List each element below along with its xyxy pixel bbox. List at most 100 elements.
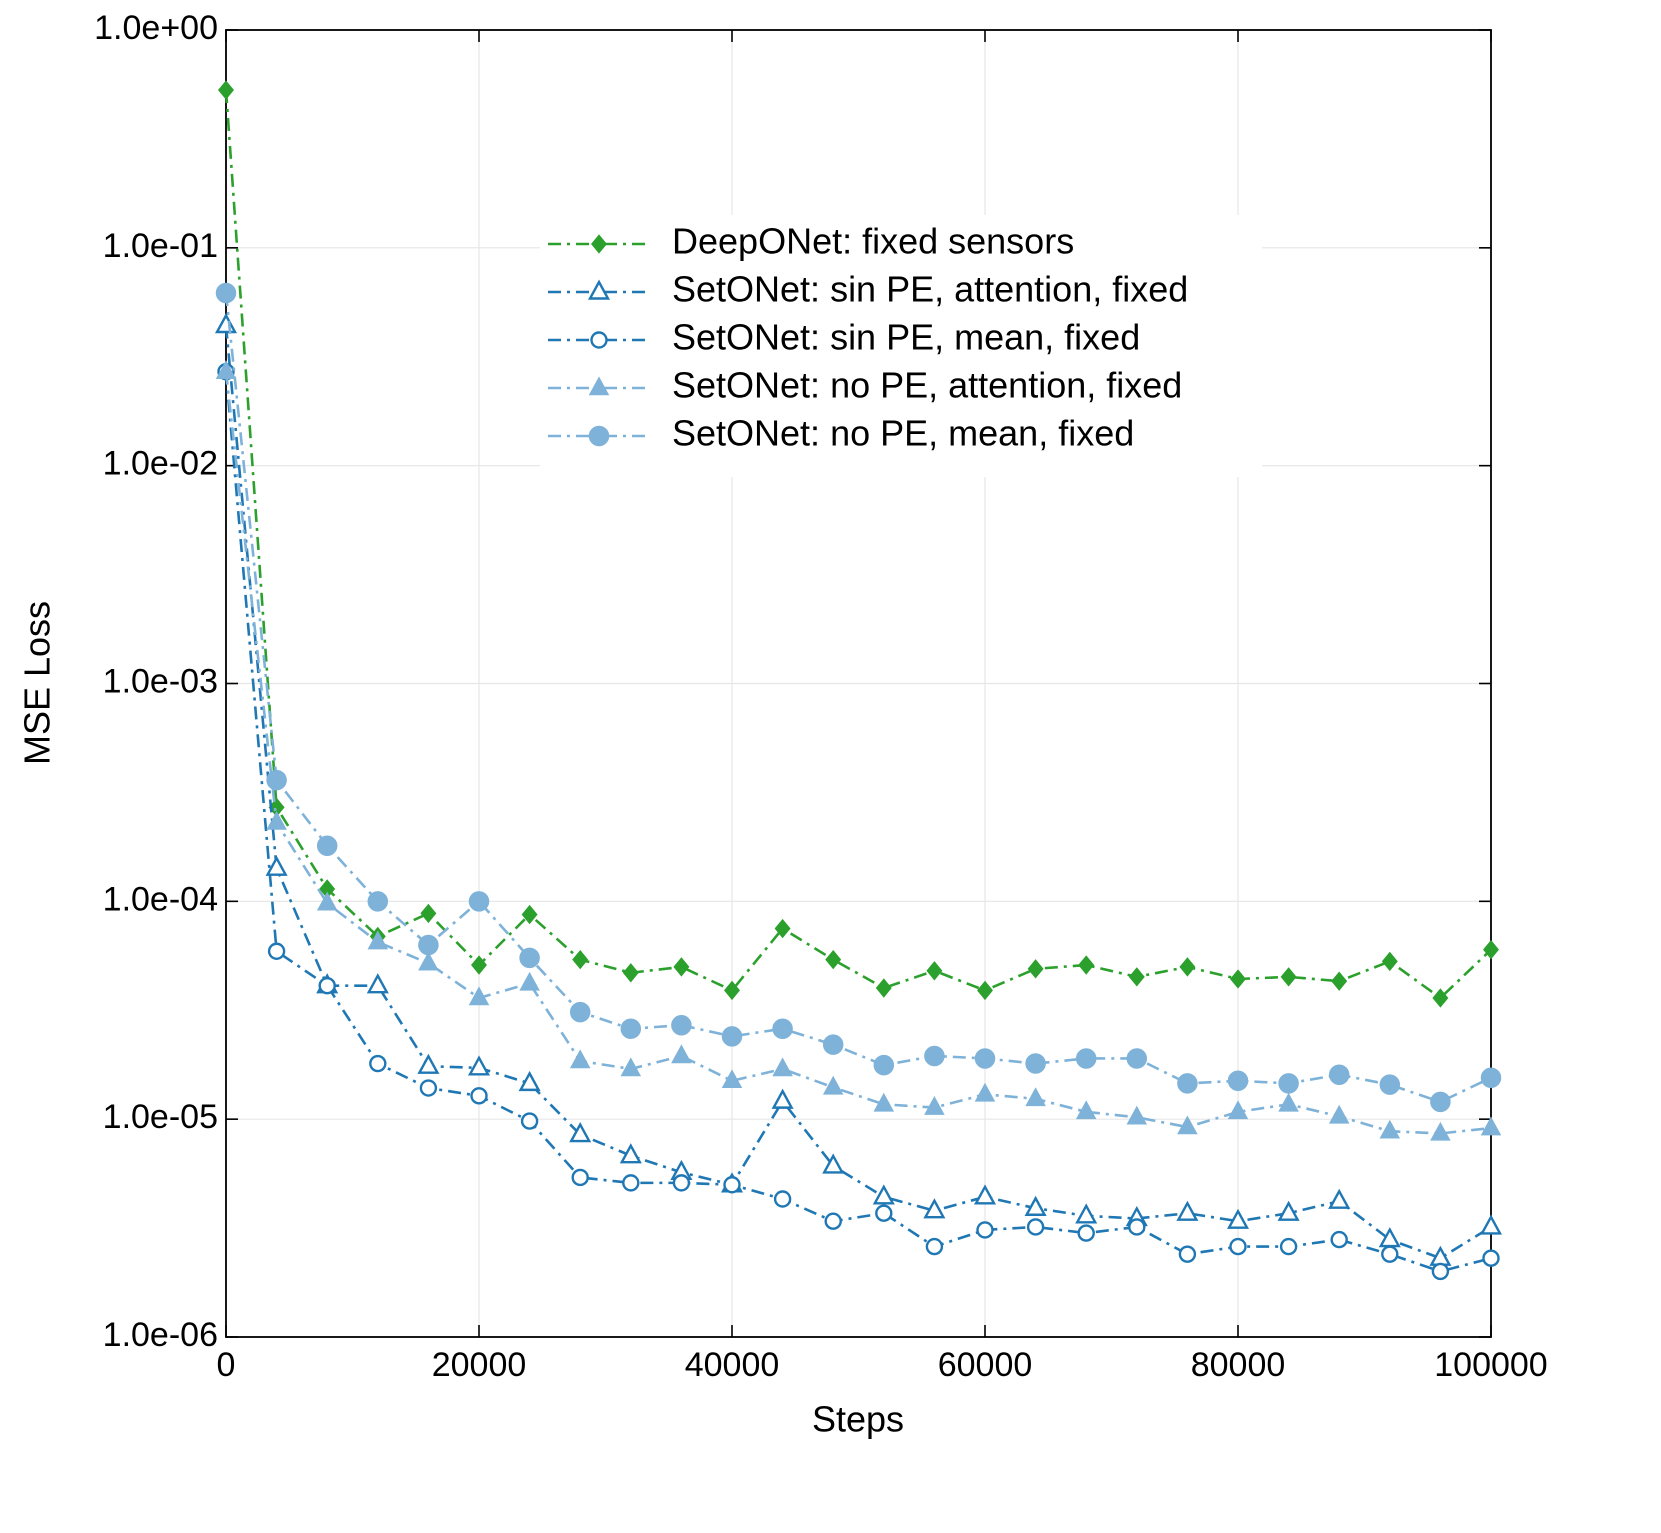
marker (1378, 1227, 1401, 1248)
marker (1279, 1237, 1298, 1256)
marker (218, 80, 234, 100)
marker (519, 947, 540, 969)
marker (467, 1055, 491, 1076)
marker (1379, 1119, 1401, 1139)
marker (774, 918, 791, 939)
marker (1126, 1105, 1148, 1125)
marker (215, 282, 237, 304)
marker (520, 1112, 539, 1130)
marker (1432, 988, 1449, 1008)
series (218, 80, 1499, 1008)
marker (571, 1168, 589, 1187)
marker (1177, 1115, 1198, 1135)
marker (1027, 959, 1044, 979)
marker (1430, 1121, 1451, 1141)
marker (1227, 1100, 1249, 1120)
marker (569, 1049, 591, 1069)
series (214, 312, 1503, 1266)
marker (367, 930, 389, 950)
marker (1328, 1104, 1350, 1124)
marker (316, 835, 338, 856)
marker (822, 1034, 844, 1055)
y-tick-label: 1.0e-06 (103, 1316, 218, 1354)
marker (1381, 951, 1398, 972)
marker (1227, 1070, 1249, 1092)
marker (1430, 1091, 1451, 1113)
marker (1330, 1230, 1348, 1249)
marker (569, 1122, 592, 1143)
marker (316, 891, 338, 911)
marker (1128, 1218, 1146, 1236)
marker (1226, 1208, 1250, 1229)
y-tick-label: 1.0e-05 (103, 1098, 218, 1136)
marker (418, 934, 439, 956)
marker (1331, 971, 1348, 991)
marker (1381, 1245, 1399, 1263)
marker (1078, 955, 1095, 975)
marker (468, 891, 490, 912)
legend: DeepONet: fixed sensors SetONet: sin PE, … (540, 215, 1262, 477)
y-tick-label: 1.0e+00 (94, 9, 218, 47)
marker (1230, 969, 1246, 989)
marker (1480, 1067, 1502, 1088)
marker (620, 1057, 642, 1077)
marker (1229, 1237, 1247, 1256)
y-tick-label: 1.0e-03 (103, 662, 218, 700)
marker (671, 1044, 692, 1064)
marker (366, 973, 389, 994)
series-line (224, 371, 1492, 1135)
marker (1431, 1262, 1450, 1281)
marker (1280, 967, 1297, 987)
marker (265, 855, 288, 876)
marker (723, 1176, 741, 1194)
legend-label: SetONet: sin PE, attention, fixed (672, 269, 1188, 310)
marker (1179, 957, 1196, 977)
marker (1026, 1218, 1045, 1236)
legend-marker (587, 279, 611, 300)
marker (1278, 1073, 1299, 1094)
marker (1025, 1053, 1046, 1074)
legend-label: SetONet: no PE, attention, fixed (672, 365, 1182, 406)
marker (822, 1075, 844, 1095)
marker (1482, 1249, 1500, 1267)
marker (468, 986, 490, 1006)
marker (1379, 1074, 1401, 1095)
marker (619, 1143, 642, 1164)
marker (419, 1079, 438, 1097)
marker (521, 904, 538, 925)
marker (875, 1204, 893, 1222)
marker (1328, 1188, 1351, 1209)
marker (471, 955, 487, 975)
marker (420, 903, 437, 924)
marker (925, 1237, 944, 1256)
marker (772, 1018, 793, 1040)
marker (721, 1069, 743, 1089)
marker (673, 957, 690, 977)
marker (872, 1184, 895, 1205)
marker (518, 1070, 541, 1092)
marker (875, 978, 892, 998)
marker (519, 971, 540, 991)
legend-label: SetONet: no PE, mean, fixed (672, 413, 1134, 454)
x-tick-label: 0 (217, 1346, 236, 1384)
marker (622, 1174, 640, 1192)
marker (973, 1184, 997, 1205)
marker (926, 961, 943, 981)
marker (215, 360, 237, 379)
marker (417, 1053, 440, 1074)
marker (214, 312, 238, 334)
series (217, 363, 1500, 1281)
marker (266, 769, 287, 791)
x-tick-label: 20000 (432, 1346, 527, 1384)
series (215, 282, 1502, 1113)
marker (369, 1054, 387, 1073)
marker (266, 810, 287, 830)
marker (672, 1174, 691, 1192)
marker (721, 1026, 743, 1047)
marker (873, 1054, 895, 1076)
legend-marker (591, 234, 607, 254)
marker (772, 1057, 793, 1077)
x-tick-label: 60000 (938, 1346, 1033, 1384)
marker (771, 1088, 794, 1109)
